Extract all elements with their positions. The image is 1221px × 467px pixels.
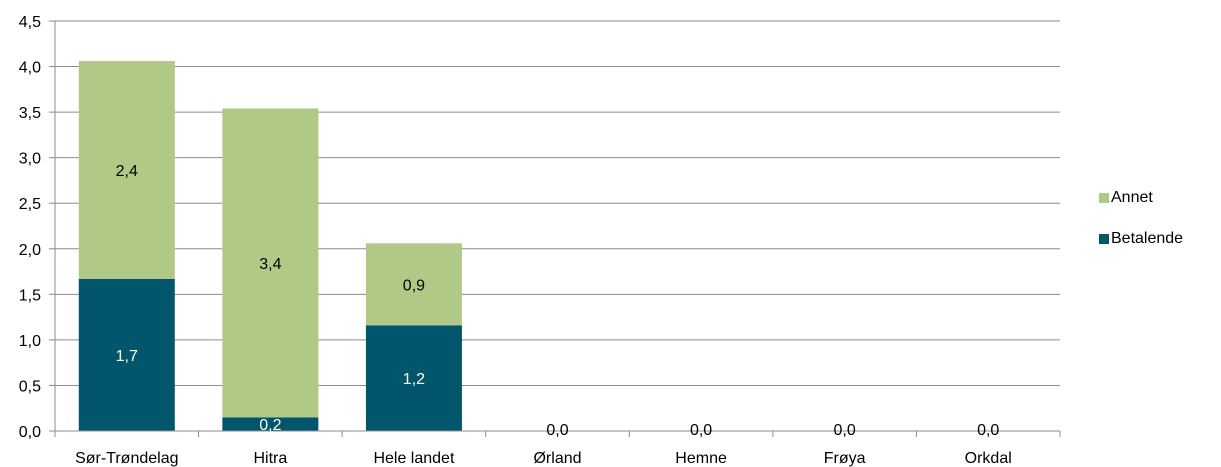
legend-item-annet: Annet bbox=[1099, 188, 1183, 208]
data-label: 0,0 bbox=[690, 422, 712, 439]
x-tick-label: Orkdal bbox=[965, 450, 1012, 467]
x-tick-label: Hitra bbox=[253, 450, 287, 467]
legend-swatch-betalende bbox=[1099, 234, 1109, 244]
x-tick-label: Sør-Trøndelag bbox=[75, 450, 178, 467]
bar-betalende bbox=[365, 325, 462, 431]
legend-label-betalende: Betalende bbox=[1111, 230, 1184, 247]
data-labels: 1,7 2,4 0,2 3,4 1,2 0,9 0,0 0,0 0,0 0,0 bbox=[116, 163, 1000, 439]
y-tick-label: 1,5 bbox=[19, 287, 41, 304]
data-label: 0,0 bbox=[546, 422, 568, 439]
gridlines bbox=[55, 20, 1060, 386]
x-tick-label: Hele landet bbox=[373, 450, 455, 467]
y-tick-label: 2,0 bbox=[19, 242, 41, 259]
bar-annet bbox=[222, 108, 319, 418]
bar-annet bbox=[78, 61, 175, 279]
data-label: 2,4 bbox=[116, 163, 138, 180]
y-tick-label: 0,0 bbox=[19, 424, 41, 441]
data-label: 0,2 bbox=[259, 417, 281, 434]
y-tick-label: 4,5 bbox=[19, 14, 41, 31]
bar-betalende bbox=[78, 278, 175, 431]
data-label: 0,9 bbox=[403, 277, 425, 294]
legend-swatch-annet bbox=[1099, 193, 1109, 203]
y-tick-label: 4,0 bbox=[19, 60, 41, 77]
x-tick-label: Hemne bbox=[675, 450, 727, 467]
y-tick-label: 3,0 bbox=[19, 151, 41, 168]
y-tick-label: 3,5 bbox=[19, 105, 41, 122]
data-label: 1,7 bbox=[116, 348, 138, 365]
y-tick-label: 2,5 bbox=[19, 196, 41, 213]
data-label: 3,4 bbox=[259, 256, 281, 273]
legend-item-betalende: Betalende bbox=[1099, 229, 1183, 249]
bar-betalende bbox=[222, 417, 319, 431]
x-tick-label: Ørland bbox=[533, 450, 581, 467]
bars bbox=[78, 61, 462, 431]
bar-annet bbox=[365, 243, 462, 326]
x-tick-label: Frøya bbox=[824, 450, 866, 467]
legend: Annet Betalende bbox=[1099, 188, 1183, 270]
data-label: 1,2 bbox=[403, 371, 425, 388]
data-label: 0,0 bbox=[977, 422, 999, 439]
legend-label-annet: Annet bbox=[1111, 189, 1153, 206]
y-tick-label: 0,5 bbox=[19, 378, 41, 395]
axes: 0,0 0,5 1,0 1,5 2,0 2,5 3,0 3,5 4,0 4,5 Sør-Trønde… bbox=[19, 14, 1061, 467]
data-label: 0,0 bbox=[834, 422, 856, 439]
y-tick-label: 1,0 bbox=[19, 333, 41, 350]
